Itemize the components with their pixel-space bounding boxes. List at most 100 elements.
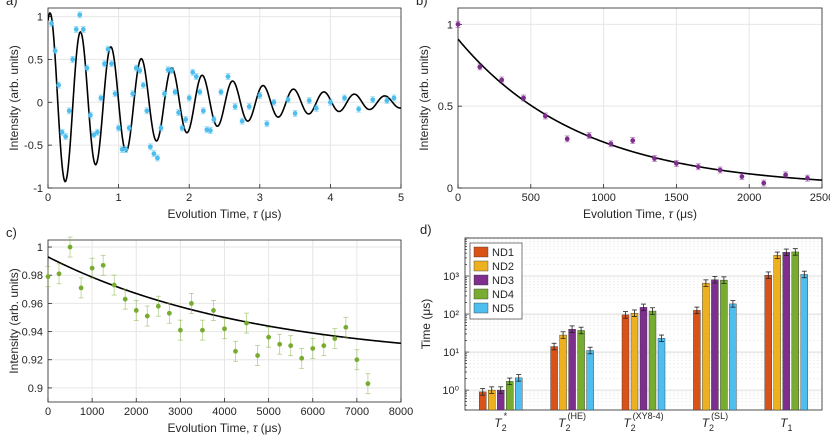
data-point [123, 147, 129, 152]
data-point [166, 310, 172, 316]
data-point [63, 134, 69, 139]
data-point [292, 111, 298, 116]
data-point [162, 91, 167, 97]
data-point [177, 327, 183, 333]
bar-nd5 [657, 338, 666, 411]
data-point [564, 136, 570, 142]
data-point [674, 161, 679, 166]
y-tick-label: 0.96 [22, 298, 43, 310]
data-point [66, 108, 72, 114]
data-point [186, 95, 192, 101]
data-point [133, 308, 139, 313]
y-tick-label: 10³ [443, 271, 459, 283]
legend-swatch [473, 302, 489, 314]
panel-a-chart: 0 1 2 3 4 5 -1 -0.5 0 0.5 1 Evolution Time, τ (μs) I… [6, 0, 404, 221]
tau-symbol: τ [253, 207, 259, 221]
data-point [370, 97, 376, 103]
category-base: T [702, 416, 711, 430]
data-point [49, 21, 54, 26]
data-point [45, 274, 51, 280]
bar-nd3 [568, 328, 576, 411]
data-point [717, 167, 723, 173]
bar-nd2 [630, 313, 639, 411]
data-point [200, 327, 205, 333]
y-axis-label: Intensity (arb. units) [417, 45, 431, 150]
legend-entry-label: ND3 [492, 275, 514, 287]
y-tick-label: 0.92 [22, 355, 43, 367]
y-tick-label: 0.5 [28, 54, 43, 66]
bar-nd4 [648, 310, 657, 411]
category-label: T2 * [494, 411, 507, 433]
data-point [111, 282, 117, 288]
data-point [244, 320, 249, 326]
x-tick-label: 2000 [124, 406, 148, 418]
y-tick-label: 0 [37, 97, 43, 109]
y-tick-label: 0.98 [22, 270, 43, 282]
bar-nd1 [621, 314, 630, 411]
data-point [264, 121, 270, 127]
legend-entry-label: ND4 [492, 289, 514, 301]
data-point [144, 313, 150, 319]
data-point [98, 95, 104, 101]
bar-nd1 [693, 310, 701, 411]
data-point [197, 89, 203, 95]
x-tick-label: 1000 [80, 406, 104, 418]
data-point [176, 110, 182, 115]
data-point [356, 106, 362, 112]
data-point [299, 355, 305, 361]
data-point [158, 125, 164, 131]
axes-box [457, 7, 823, 189]
data-point [80, 27, 86, 32]
data-point [266, 334, 272, 340]
panel-label: b) [416, 0, 428, 8]
x-tick-label: 8000 [389, 406, 413, 418]
bar-nd3 [711, 279, 719, 411]
data-point [342, 95, 347, 101]
x-axis-label: Evolution Time, τ (μs) [167, 421, 281, 435]
x-tick-label: 3000 [168, 406, 192, 418]
data-point [285, 97, 291, 103]
x-tick-label: 6000 [301, 406, 325, 418]
data-point [179, 125, 185, 131]
y-tick-label: 1 [447, 19, 453, 31]
data-point [169, 68, 174, 73]
bar-nd5 [586, 350, 594, 411]
data-point [239, 118, 245, 124]
data-point [255, 353, 260, 358]
x-tick-label: 0 [45, 192, 51, 204]
x-tick-label: 0 [455, 192, 461, 204]
y-axis-label: Intensity (arb. units) [7, 268, 21, 373]
data-point [695, 164, 701, 170]
data-point [332, 336, 338, 342]
x-tick-label: 4 [327, 192, 333, 204]
panel-label: a) [6, 0, 18, 8]
data-point [67, 244, 73, 250]
data-point [78, 285, 84, 291]
data-point [119, 147, 125, 152]
fit-curve [458, 38, 822, 181]
bar-nd4 [791, 251, 799, 411]
bar-nd5 [800, 274, 808, 411]
data-point [130, 91, 136, 97]
data-point [232, 104, 238, 109]
category-subscript: 1 [787, 423, 792, 433]
y-tick-label: 1 [37, 242, 43, 254]
y-tick-label: 10² [443, 309, 459, 321]
data-point [233, 348, 238, 354]
data-point [193, 74, 199, 79]
y-tick-label: 0.5 [438, 101, 453, 113]
data-point [56, 271, 62, 277]
bar-nd5 [515, 377, 523, 411]
legend-swatch [473, 260, 489, 272]
x-tick-label: 3 [257, 192, 263, 204]
bar-nd4 [577, 330, 585, 411]
data-point [155, 155, 160, 161]
x-tick-label: 500 [522, 192, 540, 204]
category-superscript: (SL) [711, 411, 728, 421]
category-label: T2 (XY8-4) [623, 411, 663, 433]
category-label: T2 (SL) [702, 411, 728, 433]
legend-swatch [473, 246, 489, 258]
data-point [343, 324, 349, 330]
x-tick-label: 5 [398, 192, 404, 204]
